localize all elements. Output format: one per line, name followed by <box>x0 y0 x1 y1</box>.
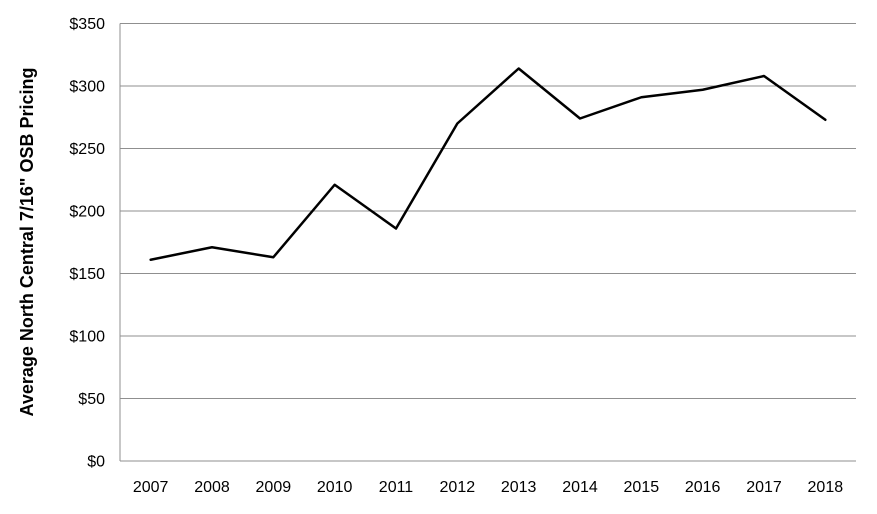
x-tick-label: 2012 <box>440 479 476 496</box>
x-tick-label: 2010 <box>317 479 353 496</box>
x-tick-label: 2011 <box>379 479 414 496</box>
x-tick-label: 2009 <box>256 479 292 496</box>
x-tick-label: 2014 <box>562 479 598 496</box>
x-tick-label: 2013 <box>501 479 537 496</box>
x-tick-label: 2015 <box>624 479 660 496</box>
y-tick-label: $100 <box>69 329 105 346</box>
y-tick-label: $300 <box>69 79 105 96</box>
y-tick-label: $250 <box>69 141 105 158</box>
x-tick-label: 2008 <box>194 479 230 496</box>
x-tick-label: 2007 <box>133 479 169 496</box>
x-tick-label: 2016 <box>685 479 721 496</box>
chart-generated-layer: $0 $50 $100 $150 $200 $250 $300 $350 2007 2008 200… <box>69 16 856 496</box>
osb-price-series-line <box>149 67 827 261</box>
y-tick-label: $200 <box>69 204 105 221</box>
y-tick-label: $50 <box>78 391 105 408</box>
y-tick-label: $0 <box>87 454 105 471</box>
y-tick-label: $350 <box>69 16 105 33</box>
y-tick-label: $150 <box>69 266 105 283</box>
x-tick-label: 2018 <box>808 479 844 496</box>
y-axis-title: Average North Central 7/16" OSB Pricing <box>17 68 37 417</box>
x-tick-label: 2017 <box>746 479 782 496</box>
